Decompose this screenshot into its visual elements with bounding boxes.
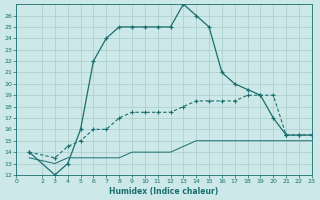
X-axis label: Humidex (Indice chaleur): Humidex (Indice chaleur): [109, 187, 219, 196]
